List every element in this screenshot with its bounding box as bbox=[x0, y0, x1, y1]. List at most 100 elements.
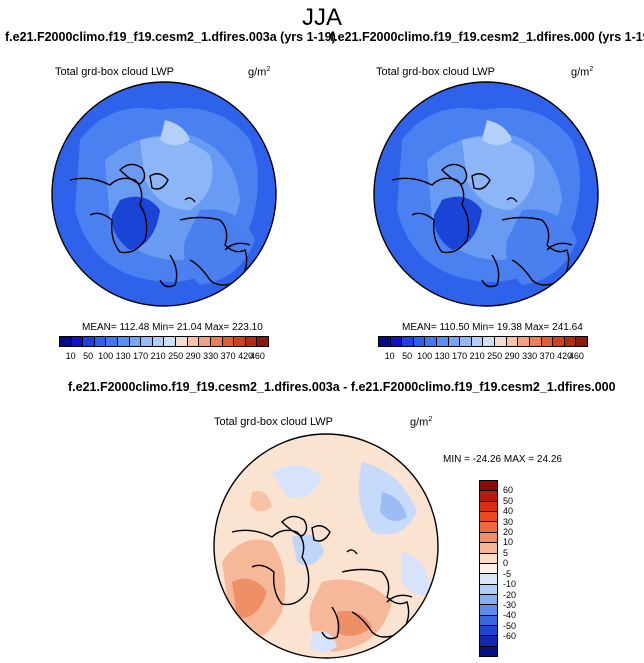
colorbar-swatch bbox=[106, 337, 119, 346]
colorbar-swatch bbox=[529, 337, 542, 346]
colorbar-swatch bbox=[483, 337, 496, 346]
panel-right-title: f.e21.F2000climo.f19_f19.cesm2_1.dfires.… bbox=[330, 30, 644, 44]
colorbar-tick-label: -5 bbox=[503, 568, 512, 579]
colorbar-tick-label: 370 bbox=[220, 351, 236, 361]
colorbar-tick-label: -50 bbox=[503, 620, 517, 631]
panel-left-colorbar-ticks: 10 50 100 130 170 210 250 290 330 370 420 460 bbox=[59, 351, 269, 363]
colorbar-tick-label: 50 bbox=[83, 351, 94, 361]
colorbar-swatch bbox=[480, 481, 497, 492]
colorbar-swatch bbox=[480, 563, 497, 575]
colorbar-tick-label: 460 bbox=[249, 351, 265, 361]
colorbar-tick-label: 10 bbox=[65, 351, 76, 361]
panel-left-title: f.e21.F2000climo.f19_f19.cesm2_1.dfires.… bbox=[5, 30, 336, 44]
colorbar-swatch bbox=[480, 646, 497, 657]
colorbar-swatch bbox=[480, 636, 497, 647]
colorbar-tick-label: 420 bbox=[238, 351, 254, 361]
colorbar-tick-label: 0 bbox=[503, 558, 509, 569]
colorbar-tick-label: 210 bbox=[150, 351, 166, 361]
colorbar-tick-label: -40 bbox=[503, 610, 517, 621]
colorbar-tick-label: -20 bbox=[503, 589, 517, 600]
colorbar-swatch bbox=[83, 337, 95, 346]
colorbar-swatch bbox=[460, 337, 472, 346]
panel-left-stats: MEAN= 112.48 Min= 21.04 Max= 223.10 bbox=[82, 322, 263, 333]
colorbar-swatch bbox=[413, 337, 426, 346]
panel-right-units: g/m2 bbox=[571, 66, 594, 79]
colorbar-tick-label: 210 bbox=[469, 351, 485, 361]
colorbar-swatch bbox=[564, 337, 577, 346]
colorbar-swatch bbox=[480, 522, 497, 533]
colorbar-tick-label: 5 bbox=[503, 547, 509, 558]
colorbar-swatch bbox=[495, 337, 507, 346]
diff-colorbar-ticks: 60 50 40 30 20 10 5 0 -5 -10 -20 -30 -40 -50 -60 bbox=[503, 480, 533, 657]
colorbar-tick-label: 60 bbox=[503, 485, 514, 496]
colorbar-swatch bbox=[94, 337, 107, 346]
panel-right-stats: MEAN= 110.50 Min= 19.38 Max= 241.64 bbox=[402, 322, 583, 333]
colorbar-tick-label: 50 bbox=[402, 351, 413, 361]
diff-colorbar bbox=[479, 480, 498, 657]
colorbar-tick-label: 460 bbox=[568, 351, 584, 361]
colorbar-swatch bbox=[222, 337, 235, 346]
colorbar-swatch bbox=[129, 337, 142, 346]
colorbar-swatch bbox=[164, 337, 177, 346]
colorbar-swatch bbox=[553, 337, 565, 346]
colorbar-swatch bbox=[176, 337, 188, 346]
colorbar-tick-label: 170 bbox=[133, 351, 149, 361]
colorbar-swatch bbox=[257, 337, 268, 346]
colorbar-swatch bbox=[60, 337, 72, 346]
colorbar-swatch bbox=[187, 337, 200, 346]
colorbar-swatch bbox=[480, 501, 497, 513]
panel-right-map bbox=[373, 81, 599, 307]
colorbar-swatch bbox=[379, 337, 391, 346]
colorbar-swatch bbox=[506, 337, 519, 346]
colorbar-tick-label: 50 bbox=[503, 495, 514, 506]
panel-left-units: g/m2 bbox=[248, 66, 271, 79]
colorbar-swatch bbox=[234, 337, 246, 346]
colorbar-swatch bbox=[480, 532, 497, 544]
colorbar-swatch bbox=[480, 626, 497, 637]
colorbar-swatch bbox=[152, 337, 165, 346]
diff-panel-stats: MIN = -24.26 MAX = 24.26 bbox=[443, 454, 562, 465]
diff-panel-units: g/m2 bbox=[410, 416, 433, 429]
panel-left-variable: Total grd-box cloud LWP bbox=[55, 66, 175, 78]
colorbar-tick-label: 100 bbox=[417, 351, 433, 361]
colorbar-swatch bbox=[480, 605, 497, 616]
colorbar-tick-label: 250 bbox=[168, 351, 184, 361]
colorbar-swatch bbox=[471, 337, 484, 346]
figure-title: JJA bbox=[301, 4, 342, 31]
colorbar-tick-label: 330 bbox=[203, 351, 219, 361]
colorbar-tick-label: 250 bbox=[487, 351, 503, 361]
colorbar-swatch bbox=[518, 337, 530, 346]
panel-right-colorbar bbox=[378, 336, 588, 347]
colorbar-swatch bbox=[245, 337, 258, 346]
colorbar-swatch bbox=[437, 337, 449, 346]
colorbar-tick-label: 370 bbox=[539, 351, 555, 361]
colorbar-tick-label: 20 bbox=[503, 527, 514, 538]
colorbar-swatch bbox=[576, 337, 587, 346]
diff-panel-variable: Total grd-box cloud LWP bbox=[214, 416, 334, 428]
colorbar-tick-label: 130 bbox=[115, 351, 131, 361]
panel-left-colorbar bbox=[59, 336, 269, 347]
colorbar-swatch bbox=[71, 337, 84, 346]
colorbar-swatch bbox=[425, 337, 438, 346]
colorbar-tick-label: 330 bbox=[522, 351, 538, 361]
colorbar-swatch bbox=[199, 337, 211, 346]
colorbar-tick-label: -10 bbox=[503, 579, 517, 590]
colorbar-tick-label: 130 bbox=[434, 351, 450, 361]
colorbar-tick-label: -30 bbox=[503, 599, 517, 610]
colorbar-swatch bbox=[448, 337, 461, 346]
colorbar-swatch bbox=[480, 584, 497, 595]
colorbar-swatch bbox=[480, 491, 497, 502]
colorbar-tick-label: 30 bbox=[503, 516, 514, 527]
colorbar-swatch bbox=[480, 594, 497, 606]
colorbar-tick-label: 40 bbox=[503, 506, 514, 517]
colorbar-swatch bbox=[541, 337, 554, 346]
colorbar-swatch bbox=[480, 553, 497, 564]
colorbar-swatch bbox=[141, 337, 153, 346]
colorbar-tick-label: 290 bbox=[504, 351, 520, 361]
colorbar-swatch bbox=[390, 337, 403, 346]
colorbar-tick-label: 420 bbox=[557, 351, 573, 361]
colorbar-tick-label: 10 bbox=[503, 537, 514, 548]
colorbar-tick-label: 100 bbox=[98, 351, 114, 361]
panel-left-map bbox=[51, 81, 277, 307]
panel-right-variable: Total grd-box cloud LWP bbox=[376, 66, 496, 78]
